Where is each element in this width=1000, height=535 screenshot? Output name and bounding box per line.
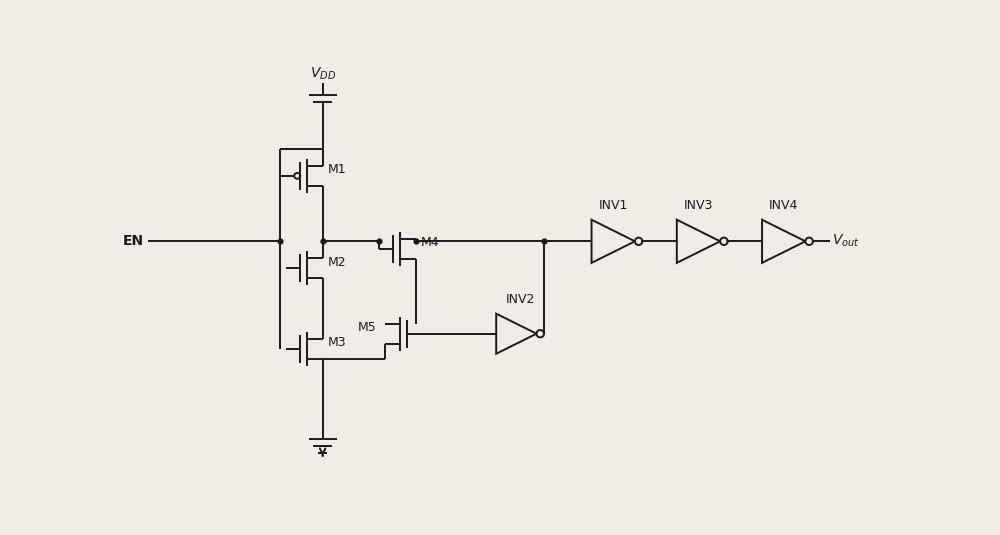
Text: INV2: INV2 — [506, 293, 535, 306]
Text: M5: M5 — [358, 321, 376, 334]
Text: INV1: INV1 — [599, 199, 628, 212]
Text: INV3: INV3 — [684, 199, 713, 212]
Text: M1: M1 — [327, 163, 346, 176]
Text: INV4: INV4 — [769, 199, 798, 212]
Text: EN: EN — [123, 234, 144, 248]
Text: V$_{out}$: V$_{out}$ — [832, 233, 860, 249]
Text: M2: M2 — [327, 256, 346, 269]
Text: M4: M4 — [420, 236, 439, 249]
Text: V$_{DD}$: V$_{DD}$ — [310, 65, 336, 82]
Text: M3: M3 — [327, 337, 346, 349]
